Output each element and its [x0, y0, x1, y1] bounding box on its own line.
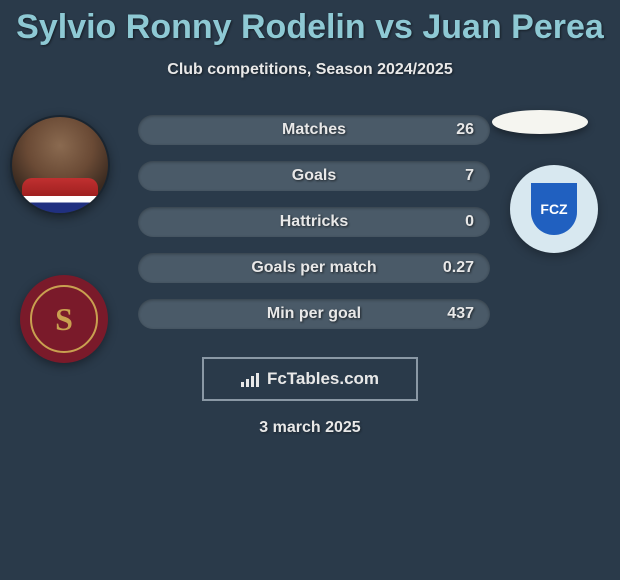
bar-chart-icon [241, 372, 261, 386]
stat-value: 7 [465, 167, 474, 185]
page-title: Sylvio Ronny Rodelin vs Juan Perea [0, 0, 620, 47]
stat-row-gpm: Goals per match 0.27 [138, 253, 490, 283]
subtitle: Club competitions, Season 2024/2025 [0, 61, 620, 79]
footer-brand-text: FcTables.com [267, 369, 379, 389]
stat-value: 26 [456, 121, 474, 139]
stat-value: 0 [465, 213, 474, 231]
stats-list: Matches 26 Goals 7 Hattricks 0 Goals per… [138, 115, 490, 329]
stat-label: Goals per match [138, 259, 490, 277]
stat-row-hattricks: Hattricks 0 [138, 207, 490, 237]
stat-label: Goals [138, 167, 490, 185]
stat-value: 0.27 [443, 259, 474, 277]
footer-brand[interactable]: FcTables.com [202, 357, 418, 401]
stat-row-goals: Goals 7 [138, 161, 490, 191]
club-right-badge: FCZ [510, 165, 598, 253]
stat-row-mpg: Min per goal 437 [138, 299, 490, 329]
stat-row-matches: Matches 26 [138, 115, 490, 145]
club-right-letter: FCZ [531, 183, 577, 235]
comparison-content: S FCZ Matches 26 Goals 7 Hattricks 0 Goa… [0, 115, 620, 437]
player-right-avatar [492, 110, 588, 134]
stat-value: 437 [447, 305, 474, 323]
club-left-badge: S [20, 275, 108, 363]
stat-label: Matches [138, 121, 490, 139]
club-left-letter: S [30, 285, 98, 353]
footer-date: 3 march 2025 [0, 419, 620, 437]
player-left-avatar [10, 115, 110, 215]
stat-label: Hattricks [138, 213, 490, 231]
stat-label: Min per goal [138, 305, 490, 323]
